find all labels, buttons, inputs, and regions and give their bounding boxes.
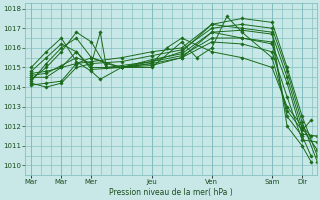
- X-axis label: Pression niveau de la mer( hPa ): Pression niveau de la mer( hPa ): [109, 188, 233, 197]
